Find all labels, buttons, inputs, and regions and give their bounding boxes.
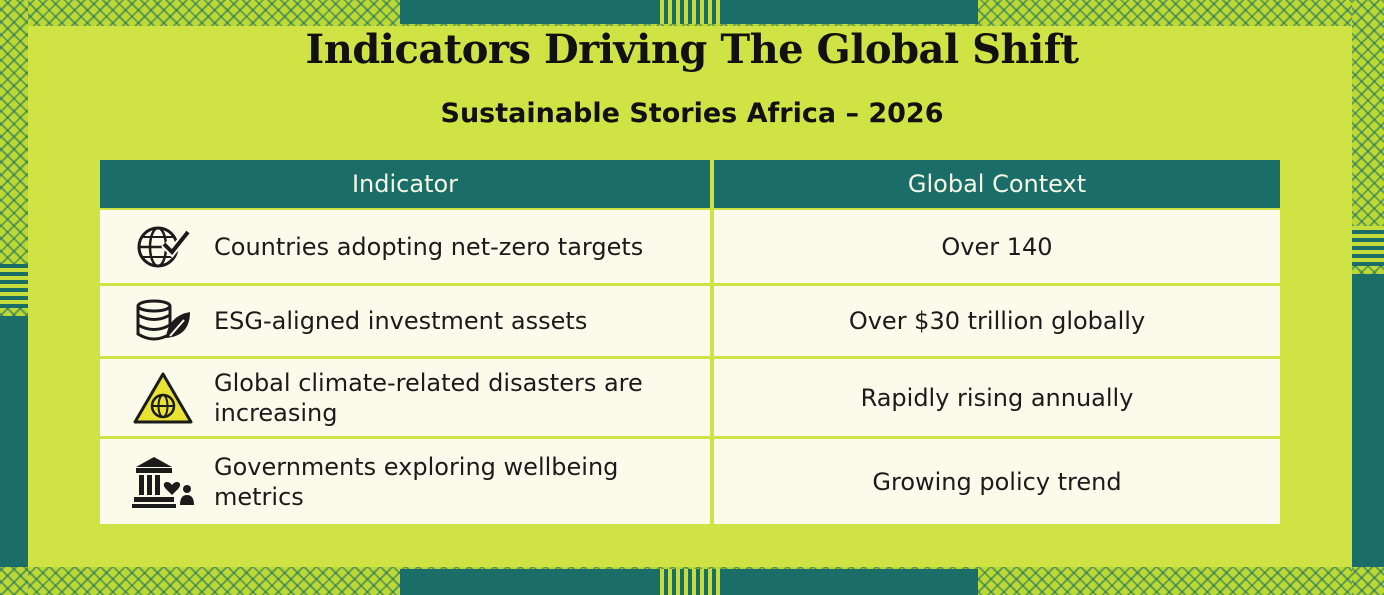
- header-global-context: Global Context: [714, 160, 1280, 208]
- page-subtitle: Sustainable Stories Africa – 2026: [440, 98, 944, 129]
- left-stripes: [0, 264, 28, 308]
- top-stripes: [656, 0, 722, 24]
- context-cell: Rapidly rising annually: [714, 359, 1280, 436]
- right-teal-block: [1352, 274, 1384, 567]
- bottom-teal-block-right: [722, 569, 978, 595]
- indicator-cell: Governments exploring wellbeing metrics: [100, 439, 710, 524]
- indicator-text: Countries adopting net-zero targets: [214, 232, 644, 261]
- globe-check-icon: [132, 222, 194, 272]
- government-wellbeing-icon: [132, 455, 194, 509]
- context-cell: Over 140: [714, 210, 1280, 283]
- right-stripes: [1352, 226, 1384, 266]
- indicator-cell: Countries adopting net-zero targets: [100, 210, 710, 283]
- warning-globe-icon: [132, 371, 194, 425]
- top-teal-block-left: [400, 0, 656, 24]
- table-header: Indicator Global Context: [100, 160, 1280, 208]
- header-indicator: Indicator: [100, 160, 710, 208]
- indicators-table: Indicator Global Context Countri: [100, 160, 1280, 524]
- context-cell: Growing policy trend: [714, 439, 1280, 524]
- bottom-teal-block-left: [400, 569, 656, 595]
- indicator-cell: ESG-aligned investment assets: [100, 286, 710, 356]
- top-teal-block-right: [722, 0, 978, 24]
- table-row: Countries adopting net-zero targets Over…: [100, 210, 1280, 283]
- table-row: Governments exploring wellbeing metrics …: [100, 439, 1280, 524]
- context-cell: Over $30 trillion globally: [714, 286, 1280, 356]
- indicator-text: ESG-aligned investment assets: [214, 307, 588, 335]
- table-row: Global climate-related disasters are inc…: [100, 359, 1280, 436]
- indicator-cell: Global climate-related disasters are inc…: [100, 359, 710, 436]
- table-row: ESG-aligned investment assets Over $30 t…: [100, 286, 1280, 356]
- indicator-text: Governments exploring wellbeing metrics: [214, 452, 619, 511]
- left-teal-block: [0, 316, 28, 567]
- bottom-stripes: [656, 569, 722, 595]
- indicator-text: Global climate-related disasters are inc…: [214, 368, 643, 427]
- coins-leaf-icon: [132, 298, 194, 344]
- page-title: Indicators Driving The Global Shift: [305, 26, 1079, 73]
